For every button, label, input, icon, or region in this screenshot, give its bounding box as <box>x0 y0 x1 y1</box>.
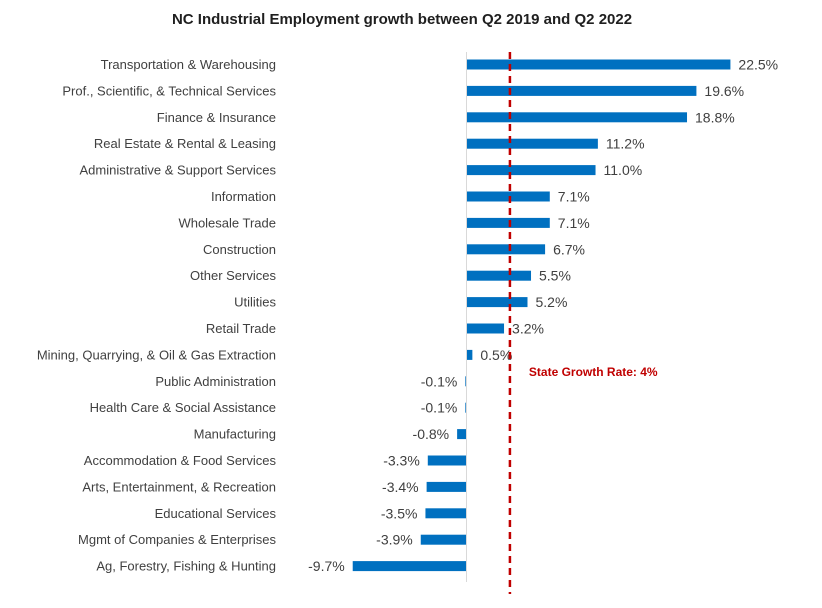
value-label: -3.5% <box>381 505 418 521</box>
category-label: Accommodation & Food Services <box>84 453 277 468</box>
category-label: Other Services <box>190 268 276 283</box>
category-label: Mgmt of Companies & Enterprises <box>78 532 276 547</box>
bar <box>465 376 467 387</box>
bar <box>457 429 467 440</box>
value-label: 22.5% <box>738 57 778 73</box>
category-label: Wholesale Trade <box>178 215 276 230</box>
category-label: Arts, Entertainment, & Recreation <box>82 479 276 494</box>
value-label: 11.2% <box>606 136 645 152</box>
value-label: -0.8% <box>413 426 450 442</box>
category-label: Utilities <box>234 295 276 310</box>
category-label: Administrative & Support Services <box>79 163 276 178</box>
bar <box>466 165 596 176</box>
bar <box>466 59 731 70</box>
value-label: 7.1% <box>558 215 590 231</box>
value-label: 0.5% <box>480 347 512 363</box>
value-label: -3.9% <box>376 532 413 548</box>
chart-title: NC Industrial Employment growth between … <box>172 11 632 28</box>
value-label: -9.7% <box>308 558 345 574</box>
value-label: -0.1% <box>421 373 458 389</box>
category-label: Real Estate & Rental & Leasing <box>94 136 276 151</box>
category-label: Finance & Insurance <box>157 110 276 125</box>
value-label: -0.1% <box>421 400 458 416</box>
value-label: -3.4% <box>382 479 419 495</box>
bar <box>466 323 505 334</box>
bar <box>425 508 467 519</box>
bar <box>466 191 550 202</box>
bar <box>466 217 550 228</box>
category-label: Health Care & Social Assistance <box>90 400 276 415</box>
bar <box>466 349 473 360</box>
category-label: Transportation & Warehousing <box>101 57 276 72</box>
bar <box>465 402 467 413</box>
bar <box>466 297 528 308</box>
value-label: 3.2% <box>512 321 544 337</box>
bar <box>466 270 532 281</box>
category-label: Ag, Forestry, Fishing & Hunting <box>96 559 276 574</box>
bar <box>466 112 688 123</box>
state-growth-label: State Growth Rate: 4% <box>529 365 658 379</box>
value-label: 19.6% <box>704 83 744 99</box>
value-label: 5.5% <box>539 268 571 284</box>
bar <box>466 138 598 149</box>
value-label: 6.7% <box>553 241 585 257</box>
category-label: Prof., Scientific, & Technical Services <box>62 83 276 98</box>
value-label: 5.2% <box>535 294 567 310</box>
category-label: Construction <box>203 242 276 257</box>
value-label: 7.1% <box>558 189 590 205</box>
category-label: Information <box>211 189 276 204</box>
category-label: Manufacturing <box>194 427 276 442</box>
bar <box>427 455 467 466</box>
value-label: 11.0% <box>604 162 643 178</box>
value-label: 18.8% <box>695 109 735 125</box>
bar <box>466 85 697 96</box>
value-label: -3.3% <box>383 453 420 469</box>
bar <box>352 561 467 572</box>
category-label: Educational Services <box>155 506 277 521</box>
category-label: Retail Trade <box>206 321 276 336</box>
category-label: Public Administration <box>155 374 276 389</box>
category-label: Mining, Quarrying, & Oil & Gas Extractio… <box>37 347 276 362</box>
bars-group <box>352 59 731 572</box>
bar <box>466 244 546 255</box>
bar <box>420 534 467 545</box>
bar <box>426 481 467 492</box>
